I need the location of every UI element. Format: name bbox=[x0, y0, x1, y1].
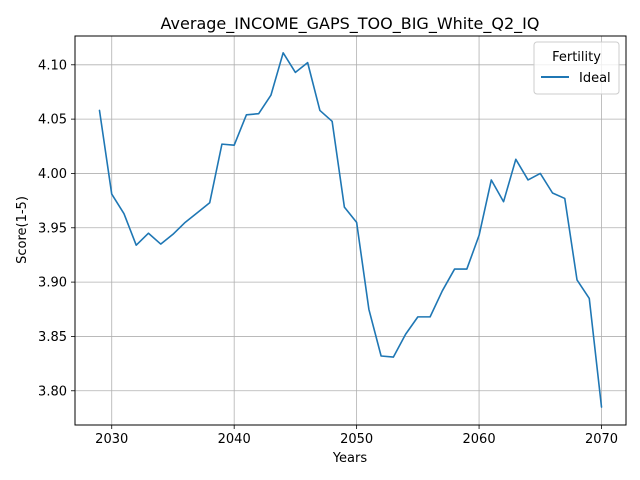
x-tick-label: 2030 bbox=[95, 432, 128, 447]
x-axis: 2030 2040 2050 2060 2070 bbox=[95, 425, 618, 447]
y-tick-label: 4.05 bbox=[38, 113, 67, 128]
legend-label-ideal: Ideal bbox=[579, 71, 611, 86]
y-tick-label: 3.85 bbox=[38, 330, 67, 345]
x-tick-label: 2040 bbox=[218, 432, 251, 447]
y-axis: 3.80 3.85 3.90 3.95 4.00 4.05 4.10 bbox=[38, 58, 75, 399]
x-tick-label: 2070 bbox=[585, 432, 618, 447]
y-tick-label: 3.80 bbox=[38, 384, 67, 399]
series-layer bbox=[98, 52, 603, 408]
legend-title: Fertility bbox=[552, 50, 601, 65]
legend-box bbox=[533, 41, 620, 95]
legend: Fertility Ideal bbox=[533, 41, 620, 95]
x-tick-label: 2060 bbox=[463, 432, 496, 447]
y-tick-label: 4.00 bbox=[38, 167, 67, 182]
x-tick-label: 2050 bbox=[340, 432, 373, 447]
chart-title: Average_INCOME_GAPS_TOO_BIG_White_Q2_IQ bbox=[161, 14, 540, 34]
plot-frame bbox=[74, 35, 627, 426]
y-tick-label: 3.90 bbox=[38, 276, 67, 291]
y-tick-label: 4.10 bbox=[38, 58, 67, 73]
x-axis-title: Years bbox=[332, 451, 368, 466]
grid bbox=[75, 36, 626, 425]
y-tick-label: 3.95 bbox=[38, 221, 67, 236]
y-axis-title: Score(1-5) bbox=[15, 196, 30, 264]
series-line-ideal bbox=[98, 52, 603, 408]
